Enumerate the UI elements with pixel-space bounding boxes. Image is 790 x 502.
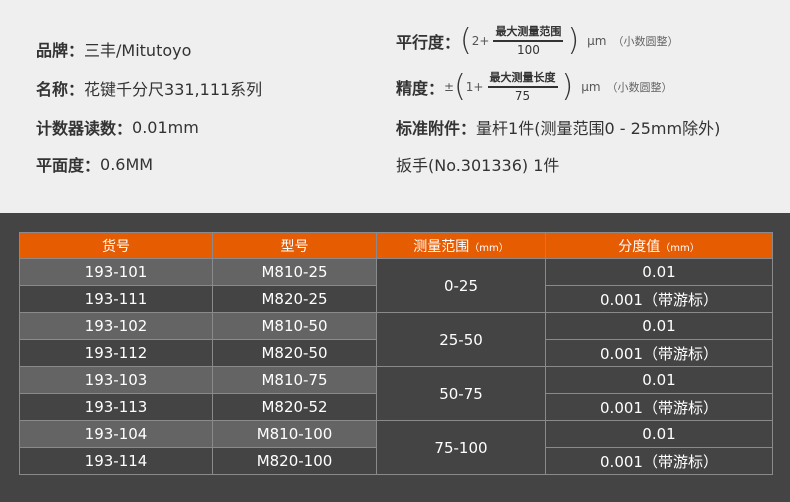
header-text: 分度值 — [618, 238, 661, 255]
header-item-no: 货号 — [19, 232, 213, 259]
cell-graduation: 0.01 — [545, 312, 773, 340]
cell-model: M810-25 — [212, 258, 377, 286]
note: （小数圆整） — [612, 35, 679, 48]
table-row: 193-114 M820-100 0.001（带游标） — [19, 447, 773, 475]
value: 量杆1件(测量范围0 - 25mm除外) — [476, 119, 721, 138]
cell-item-no: 193-113 — [19, 393, 213, 421]
spec-parallelism: 平行度： ( 2+ 最大测量范围 100 ) μm （小数圆整） — [396, 24, 678, 58]
cell-graduation: 0.001（带游标） — [545, 285, 773, 313]
spec-accessories-2: 扳手(No.301336) 1件 — [396, 152, 559, 176]
prefix: 2+ — [471, 34, 490, 48]
denominator: 75 — [514, 89, 531, 103]
header-text: 测量范围 — [413, 238, 470, 255]
label: 精度： — [396, 79, 445, 98]
table-row: 193-111 M820-25 0.001（带游标） — [19, 285, 773, 313]
spec-accessories: 标准附件： 量杆1件(测量范围0 - 25mm除外) — [396, 115, 720, 139]
cell-item-no: 193-104 — [19, 420, 213, 448]
value: 三丰/Mitutoyo — [84, 41, 192, 60]
label: 品牌： — [36, 41, 85, 60]
paren: ) — [567, 23, 580, 58]
model-table: 货号 型号 测量范围（mm） 分度值（mm） 193-101 M810-25 0-2… — [19, 232, 773, 475]
cell-item-no: 193-111 — [19, 285, 213, 313]
table-row: 193-101 M810-25 0-25 0.01 — [19, 258, 773, 313]
header-text: 货号 — [102, 238, 130, 255]
cell-range: 25-50 — [376, 312, 546, 367]
unit: μm — [581, 80, 601, 94]
header-text: 型号 — [280, 238, 309, 255]
cell-graduation: 0.01 — [545, 258, 773, 286]
cell-model: M820-52 — [212, 393, 377, 421]
cell-model: M820-100 — [212, 447, 377, 475]
spec-name: 名称： 花键千分尺331,111系列 — [36, 76, 262, 100]
table-row: 193-112 M820-50 0.001（带游标） — [19, 339, 773, 367]
cell-graduation: 0.001（带游标） — [545, 447, 773, 475]
fraction: 最大测量长度 75 — [487, 70, 558, 104]
denominator: 100 — [516, 43, 540, 57]
fraction: 最大测量范围 100 — [493, 24, 564, 58]
label: 平面度： — [36, 156, 101, 175]
header-range: 测量范围（mm） — [376, 232, 546, 259]
value: 0.6MM — [100, 154, 154, 174]
cell-item-no: 193-101 — [19, 258, 213, 286]
cell-model: M820-50 — [212, 339, 377, 367]
cell-graduation: 0.01 — [545, 366, 773, 394]
cell-graduation: 0.001（带游标） — [545, 393, 773, 421]
spec-resolution: 计数器读数： 0.01mm — [36, 115, 199, 139]
table-row: 193-103 M810-75 50-75 0.01 — [19, 366, 773, 421]
prefix: 1+ — [465, 80, 484, 94]
paren: ( — [454, 69, 466, 104]
numerator: 最大测量长度 — [487, 70, 558, 88]
label: 计数器读数： — [36, 119, 133, 138]
table-row: 193-104 M810-100 75-100 0.01 — [19, 420, 773, 475]
label: 标准附件： — [396, 119, 477, 138]
cell-range: 0-25 — [376, 258, 546, 313]
cell-model: M810-100 — [212, 420, 377, 448]
plus-minus: ± — [444, 80, 455, 94]
cell-model: M820-25 — [212, 285, 377, 313]
cell-graduation: 0.001（带游标） — [545, 339, 773, 367]
numerator: 最大测量范围 — [493, 24, 564, 42]
header-unit: （mm） — [469, 242, 509, 254]
label: 名称： — [36, 80, 85, 99]
table-row: 193-102 M810-50 25-50 0.01 — [19, 312, 773, 367]
label: 平行度： — [396, 33, 461, 52]
spec-brand: 品牌： 三丰/Mitutoyo — [36, 37, 191, 61]
table-header: 货号 型号 测量范围（mm） 分度值（mm） — [19, 232, 773, 259]
spec-section: 品牌： 三丰/Mitutoyo 名称： 花键千分尺331,111系列 计数器读数： 0… — [0, 0, 790, 213]
spec-flatness: 平面度： 0.6MM — [36, 152, 153, 176]
header-graduation: 分度值（mm） — [545, 232, 773, 259]
paren: ) — [561, 69, 574, 104]
cell-item-no: 193-114 — [19, 447, 213, 475]
value: 花键千分尺331,111系列 — [84, 80, 263, 99]
header-unit: （mm） — [660, 242, 700, 254]
cell-model: M810-50 — [212, 312, 377, 340]
cell-item-no: 193-103 — [19, 366, 213, 394]
header-model: 型号 — [212, 232, 377, 259]
value: 0.01mm — [132, 117, 199, 137]
note: （小数圆整） — [606, 81, 673, 94]
cell-graduation: 0.01 — [545, 420, 773, 448]
cell-item-no: 193-112 — [19, 339, 213, 367]
cell-item-no: 193-102 — [19, 312, 213, 340]
paren: ( — [460, 23, 472, 58]
value: 扳手(No.301336) 1件 — [396, 156, 560, 175]
cell-model: M810-75 — [212, 366, 377, 394]
cell-range: 75-100 — [376, 420, 546, 475]
table-row: 193-113 M820-52 0.001（带游标） — [19, 393, 773, 421]
unit: μm — [587, 34, 607, 48]
cell-range: 50-75 — [376, 366, 546, 421]
spec-accuracy: 精度： ± ( 1+ 最大测量长度 75 ) μm （小数圆整） — [396, 70, 673, 104]
